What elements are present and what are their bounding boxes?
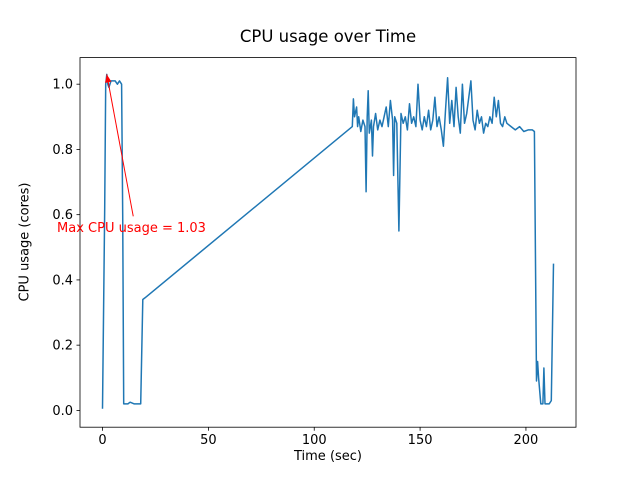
chart-title: CPU usage over Time	[239, 27, 417, 46]
x-axis-label: Time (sec)	[293, 449, 363, 464]
y-tick-label: 0.6	[52, 208, 73, 223]
y-tick-label: 0.0	[52, 404, 73, 419]
axes-spines	[79, 57, 577, 428]
max-annotation: Max CPU usage = 1.03	[57, 220, 206, 236]
y-axis-label: CPU usage (cores)	[17, 182, 33, 302]
y-tick-label: 1.0	[52, 78, 73, 93]
y-tick-label: 0.4	[52, 273, 73, 288]
annotation-arrowhead	[105, 74, 112, 83]
x-tick-label: 0	[98, 433, 106, 448]
y-tick-label: 0.8	[52, 143, 73, 158]
x-tick-label: 200	[514, 433, 539, 448]
cpu-usage-line	[101, 73, 555, 409]
x-tick-label: 50	[200, 433, 217, 448]
x-tick-label: 100	[302, 433, 327, 448]
annotation-arrow-line	[106, 74, 134, 217]
x-tick-label: 150	[408, 433, 433, 448]
y-tick-label: 0.2	[52, 339, 73, 354]
